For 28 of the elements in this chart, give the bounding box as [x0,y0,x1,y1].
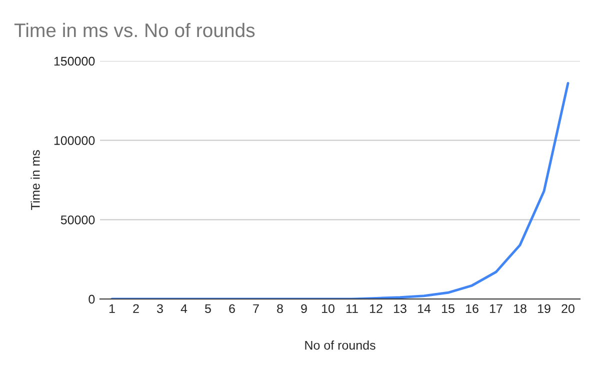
x-tick-label: 11 [346,304,358,313]
x-tick-label: 10 [322,304,334,314]
x-tick-label: 18 [514,304,526,314]
x-tick-label: 19 [538,304,550,314]
y-tick-label: 100000 [54,136,95,145]
x-tick-label: 5 [205,304,211,314]
x-tick-label: 12 [370,304,382,313]
y-tick-label: 0 [88,294,95,304]
x-tick-label: 16 [466,304,478,314]
x-tick-label: 3 [157,304,163,314]
line-series [110,82,570,299]
x-tick-label: 1 [109,304,115,313]
x-tick-label: 13 [394,304,406,314]
x-tick-label: 20 [562,304,574,314]
chart-title: Time in ms vs. No of rounds [14,22,255,38]
x-tick-label: 15 [442,304,454,314]
x-tick-label: 2 [133,304,139,313]
y-tick-label: 150000 [54,56,95,66]
x-tick-label: 6 [229,304,235,314]
x-tick-label: 8 [277,304,283,314]
x-tick-label: 14 [418,304,431,313]
x-axis-title: No of rounds [305,340,376,350]
y-axis-title: Time in ms [30,150,40,210]
x-tick-label: 7 [253,304,259,313]
x-tick-label: 4 [180,304,188,313]
x-tick-label: 17 [490,304,502,313]
x-tick-label: 9 [301,304,307,314]
y-tick-label: 50000 [60,215,95,224]
